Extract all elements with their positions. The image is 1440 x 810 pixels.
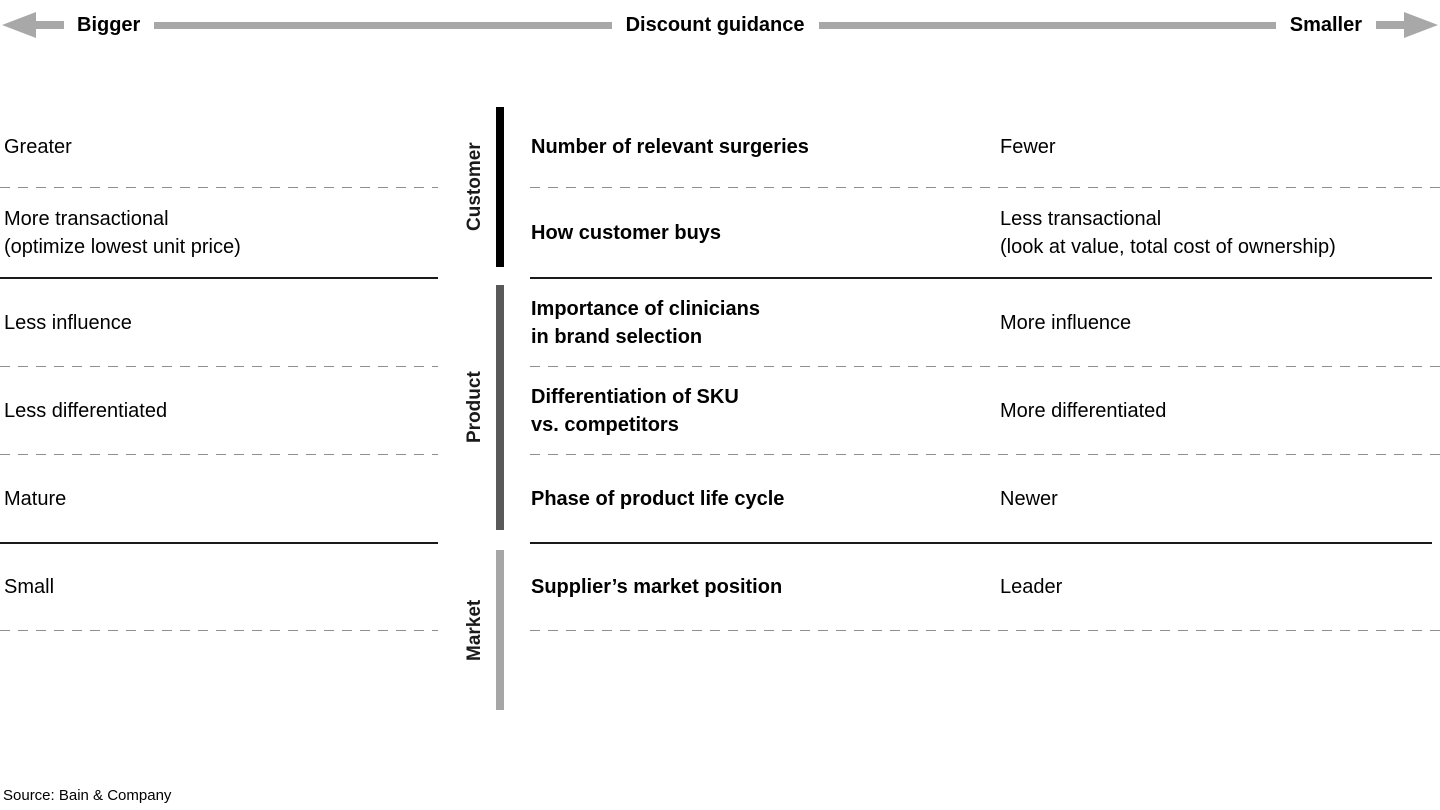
row-divider-right-segment xyxy=(530,187,1440,188)
row-divider-right-segment xyxy=(530,366,1440,367)
row-factor-label: Phase of product life cycle xyxy=(531,487,785,510)
row-divider-right-segment xyxy=(530,454,1440,455)
row-factor-label: Number of relevant surgeries xyxy=(531,136,809,158)
row-right-value: Leader xyxy=(1000,576,1063,598)
row-left-value: More transactional (optimize lowest unit… xyxy=(4,207,241,258)
row-right-value: Fewer xyxy=(1000,136,1056,158)
section-separator-right-segment xyxy=(530,542,1432,544)
smaller-label: Smaller xyxy=(1289,13,1363,36)
row-factor-label: Supplier’s market position xyxy=(531,576,783,598)
row-factor-label: Differentiation of SKU vs. competitors xyxy=(531,385,739,436)
row-divider xyxy=(0,454,1440,455)
row-factor-label: How customer buys xyxy=(531,221,722,244)
source-note: Source: Bain & Company xyxy=(3,787,172,804)
row-divider-left-segment xyxy=(0,187,438,188)
table-row: Less influence Importance of clinicians i… xyxy=(0,279,1440,366)
table-row: Small Supplier’s market position Leader xyxy=(0,544,1440,630)
category-label-market: Market xyxy=(464,599,485,661)
row-right-value: More differentiated xyxy=(1000,399,1167,422)
section-separator-right-segment xyxy=(530,277,1432,279)
row-divider-left-segment xyxy=(0,366,438,367)
section-separator-gap xyxy=(438,542,530,544)
row-left-value: Mature xyxy=(4,487,67,510)
row-right-value: Less transactional (look at value, total… xyxy=(1000,207,1336,258)
header-line-left xyxy=(154,21,612,29)
table-row: Mature Phase of product life cycle Newer xyxy=(0,455,1440,542)
row-right-value: Newer xyxy=(1000,487,1058,510)
row-left-value: Small xyxy=(4,576,55,598)
row-divider xyxy=(0,366,1440,367)
arrow-right-icon xyxy=(1376,12,1439,38)
section-separator xyxy=(0,542,1440,544)
section-separator-left-segment xyxy=(0,277,438,279)
row-divider xyxy=(0,630,1440,631)
category-label-product: Product xyxy=(464,371,485,444)
section-separator-gap xyxy=(438,277,530,279)
table-row: Less differentiated Differentiation of SK… xyxy=(0,367,1440,454)
category-bar-customer xyxy=(496,107,504,267)
table-row: Greater Number of relevant surgeries Fewer xyxy=(0,107,1440,187)
guidance-table: Greater Number of relevant surgeries Fewer… xyxy=(0,107,1440,718)
category-bar-product xyxy=(496,285,504,530)
bigger-label: Bigger xyxy=(77,13,141,36)
row-divider-left-segment xyxy=(0,630,438,631)
discount-guidance-title: Discount guidance xyxy=(625,13,805,36)
section-separator xyxy=(0,277,1440,279)
category-bar-market xyxy=(496,550,504,710)
row-left-value: Greater xyxy=(4,136,72,158)
row-factor-label: Importance of clinicians in brand select… xyxy=(531,297,760,348)
row-divider xyxy=(0,187,1440,188)
row-divider-left-segment xyxy=(0,454,438,455)
arrow-left-icon xyxy=(2,12,64,38)
category-label-customer: Customer xyxy=(464,142,485,232)
table-row-empty xyxy=(0,631,1440,718)
table-row: More transactional (optimize lowest unit… xyxy=(0,188,1440,277)
discount-guidance-header: Bigger Discount guidance Smaller xyxy=(0,0,1440,50)
row-right-value: More influence xyxy=(1000,311,1132,334)
row-left-value: Less influence xyxy=(4,311,132,334)
header-line-right xyxy=(818,21,1276,29)
row-divider-right-segment xyxy=(530,630,1440,631)
row-left-value: Less differentiated xyxy=(4,399,168,422)
section-separator-left-segment xyxy=(0,542,438,544)
